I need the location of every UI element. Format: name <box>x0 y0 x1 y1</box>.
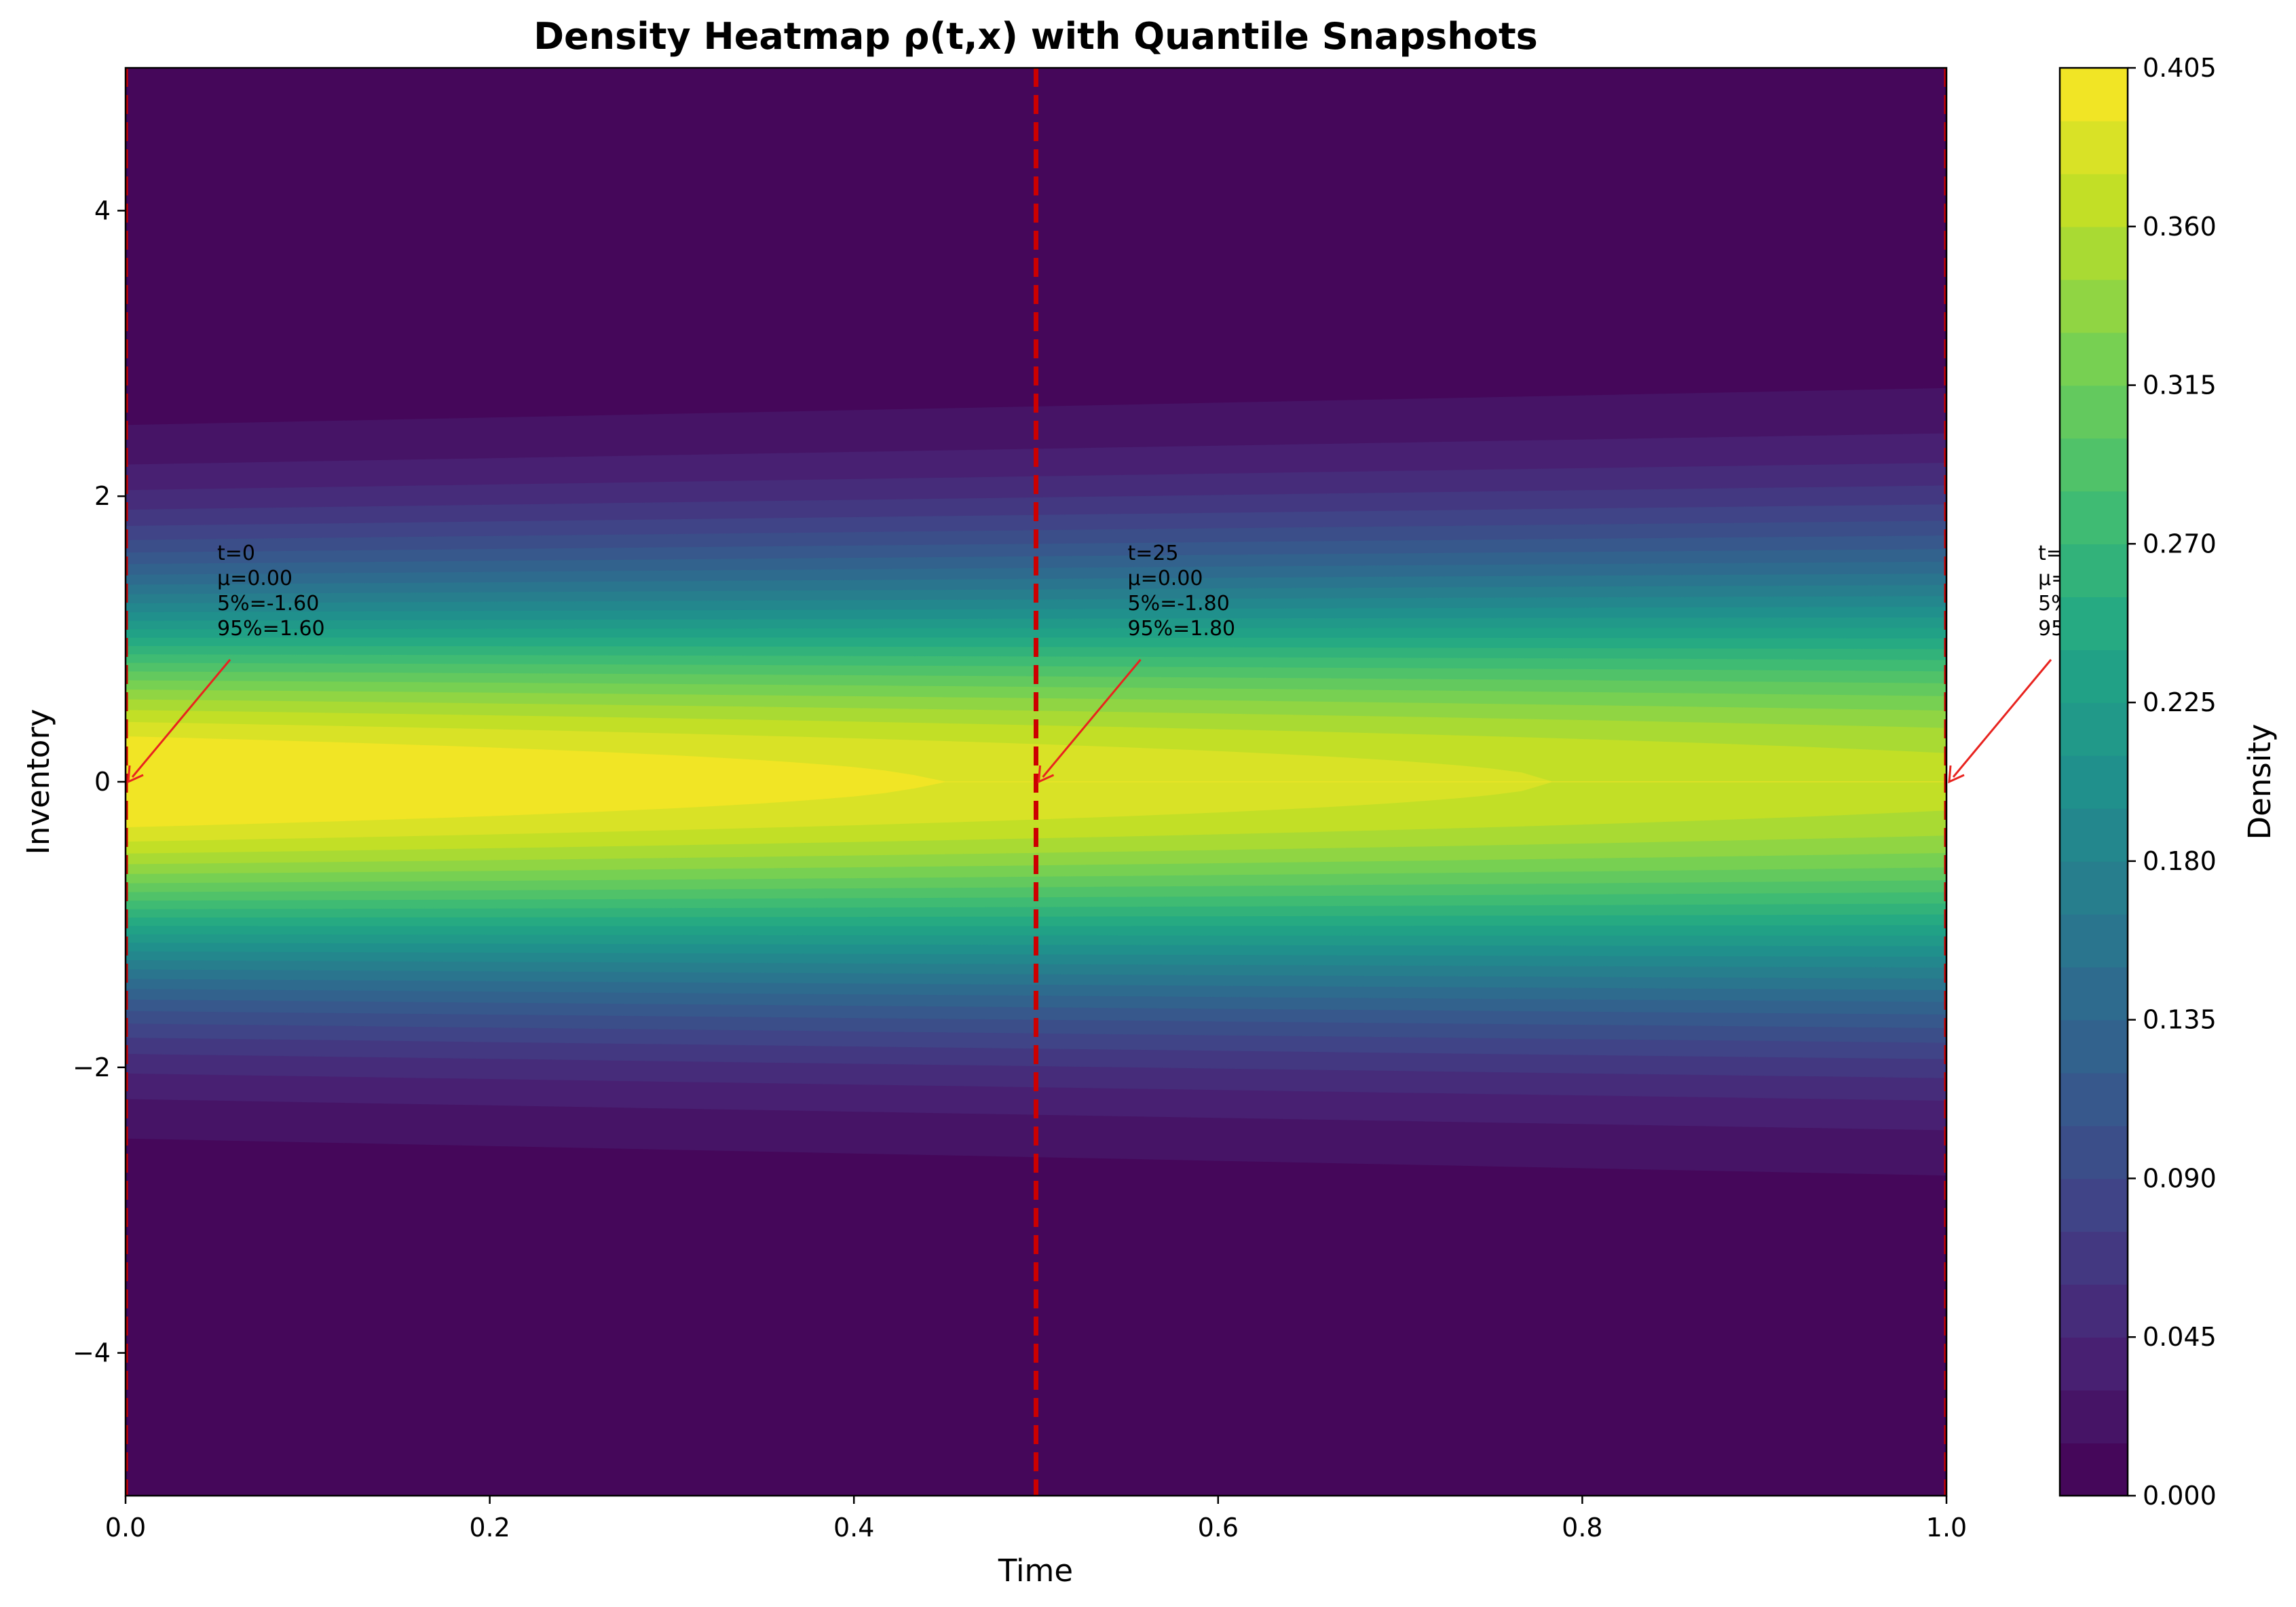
x-tick-label: 0.2 <box>469 1513 510 1543</box>
colorbar-level-13 <box>2060 755 2128 809</box>
colorbar-level-25 <box>2060 120 2128 174</box>
colorbar-level-8 <box>2060 1019 2128 1074</box>
colorbar-tick-label: 0.090 <box>2143 1163 2217 1193</box>
colorbar-ticks: 0.000 0.045 0.090 0.135 0.180 0.225 0.270 0.315… <box>2128 53 2217 1511</box>
colorbar-level-4 <box>2060 1231 2128 1285</box>
x-tick-label: 0.0 <box>105 1513 146 1543</box>
y-tick-label: 2 <box>94 481 111 511</box>
annotation-text-0-3: 95%=1.60 <box>217 617 325 641</box>
colorbar-label: Density <box>2242 723 2278 839</box>
chart-title: Density Heatmap ρ(t,x) with Quantile Sna… <box>533 15 1538 58</box>
y-axis-label: Inventory <box>20 709 56 855</box>
y-tick-label: −2 <box>73 1053 111 1082</box>
colorbar-level-7 <box>2060 1072 2128 1127</box>
colorbar-level-10 <box>2060 913 2128 968</box>
colorbar-tick-label: 0.270 <box>2143 529 2217 559</box>
colorbar-level-26 <box>2060 68 2128 121</box>
x-axis-ticks: 0.0 0.2 0.4 0.6 0.8 1.0 <box>105 1496 1967 1543</box>
colorbar-frame <box>2058 67 2129 1497</box>
annotation-text-1-0: t=25 <box>1128 542 1179 565</box>
colorbar-level-17 <box>2060 544 2128 598</box>
x-tick-label: 0.8 <box>1562 1513 1602 1543</box>
annotation-arrowhead-0 <box>127 765 144 784</box>
colorbar-level-5 <box>2060 1178 2128 1232</box>
colorbar-level-24 <box>2060 173 2128 227</box>
colorbar-level-14 <box>2060 702 2128 756</box>
annotation-text-1-1: μ=0.00 <box>1128 567 1203 590</box>
colorbar-tick-label: 0.045 <box>2143 1322 2217 1352</box>
snapshot-annotations: t=0μ=0.005%=-1.6095%=1.60t=25μ=0.005%=-1… <box>127 542 2071 784</box>
colorbar-level-18 <box>2060 491 2128 545</box>
colorbar-level-19 <box>2060 438 2128 492</box>
colorbar <box>2060 68 2128 1496</box>
colorbar-tick-label: 0.225 <box>2143 687 2217 717</box>
colorbar-level-23 <box>2060 226 2128 280</box>
colorbar-tick-label: 0.000 <box>2143 1481 2217 1511</box>
annotation-arrowhead-2 <box>1948 765 1965 784</box>
x-tick-label: 1.0 <box>1926 1513 1967 1543</box>
annotation-arrow-0 <box>131 659 231 778</box>
colorbar-level-3 <box>2060 1284 2128 1338</box>
y-tick-label: −4 <box>73 1338 111 1368</box>
x-axis-label: Time <box>998 1553 1073 1589</box>
y-tick-label: 0 <box>94 767 111 797</box>
snapshot-lines <box>126 68 1946 1496</box>
colorbar-level-11 <box>2060 861 2128 915</box>
annotation-arrow-2 <box>1952 659 2052 778</box>
colorbar-level-1 <box>2060 1390 2128 1443</box>
colorbar-level-15 <box>2060 649 2128 703</box>
colorbar-level-16 <box>2060 597 2128 650</box>
annotation-text-0-1: μ=0.00 <box>217 567 293 590</box>
colorbar-tick-label: 0.405 <box>2143 53 2217 83</box>
colorbar-level-2 <box>2060 1337 2128 1391</box>
x-tick-label: 0.6 <box>1198 1513 1239 1543</box>
colorbar-level-21 <box>2060 332 2128 386</box>
colorbar-tick-label: 0.135 <box>2143 1005 2217 1035</box>
colorbar-level-9 <box>2060 966 2128 1021</box>
y-axis-ticks: −4 −2 0 2 4 <box>73 195 126 1368</box>
annotation-arrow-1 <box>1042 659 1142 778</box>
colorbar-level-12 <box>2060 808 2128 862</box>
annotation-text-1-3: 95%=1.80 <box>1128 617 1236 641</box>
colorbar-level-0 <box>2060 1443 2128 1496</box>
colorbar-level-20 <box>2060 385 2128 439</box>
annotation-arrowhead-1 <box>1037 765 1055 784</box>
density-band-26 <box>126 736 1946 828</box>
annotation-text-0-0: t=0 <box>217 542 255 565</box>
annotation-text-0-2: 5%=-1.60 <box>217 592 319 616</box>
x-tick-label: 0.4 <box>833 1513 874 1543</box>
colorbar-tick-label: 0.180 <box>2143 846 2217 876</box>
colorbar-level-6 <box>2060 1125 2128 1179</box>
colorbar-tick-label: 0.315 <box>2143 371 2217 400</box>
colorbar-level-22 <box>2060 279 2128 333</box>
y-tick-label: 4 <box>94 195 111 225</box>
colorbar-tick-label: 0.360 <box>2143 212 2217 242</box>
annotation-text-1-2: 5%=-1.80 <box>1128 592 1230 616</box>
